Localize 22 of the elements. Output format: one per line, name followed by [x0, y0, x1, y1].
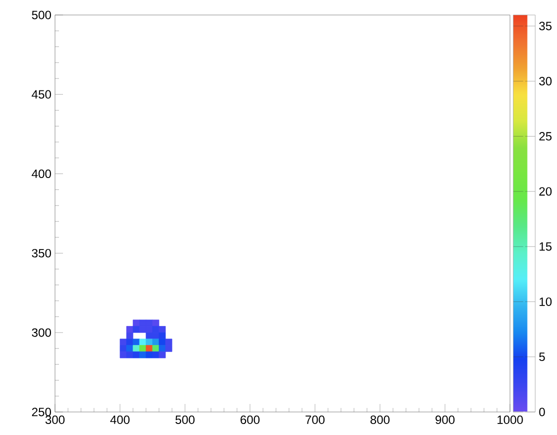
y-tick-label: 300: [32, 328, 52, 337]
x-tick-label: 1000: [498, 416, 523, 424]
y-tick-label: 400: [32, 170, 52, 178]
y-tick-label: 250: [32, 408, 52, 416]
x-tick-label: 400: [110, 416, 130, 424]
x-tick-label: 800: [370, 416, 390, 424]
y-tick-label: 350: [32, 248, 52, 258]
x-tick-label: 600: [240, 416, 260, 424]
color-bar-label: 20: [539, 187, 552, 196]
color-bar-label: 30: [539, 76, 552, 86]
y-tick-label: 500: [32, 10, 52, 20]
x-tick-label: 500: [175, 416, 195, 424]
x-tick-label: 300: [45, 416, 65, 424]
color-bar-label: 0: [539, 408, 545, 416]
x-tick-label: 900: [436, 416, 455, 424]
y-tick-label: 450: [32, 90, 52, 99]
x-tick-label: 700: [306, 416, 325, 424]
color-bar-label: 35: [539, 22, 552, 30]
color-bar-label: 10: [540, 297, 552, 306]
color-bar-label: 25: [539, 132, 552, 141]
color-bar-label: 15: [540, 242, 552, 251]
color-bar-label: 5: [539, 352, 545, 362]
